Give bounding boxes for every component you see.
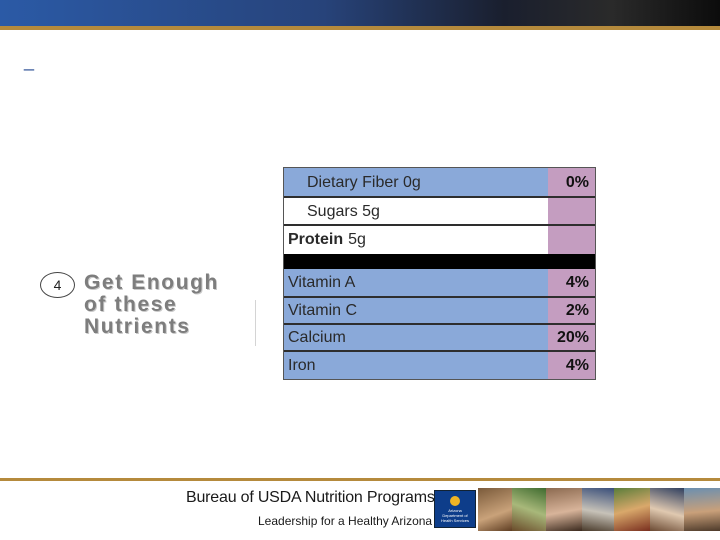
photo [614, 488, 650, 531]
logo-line-3: Health Services [440, 517, 469, 523]
sun-icon [450, 495, 460, 506]
thick-separator-bar [284, 254, 595, 269]
daily-value: 2% [548, 298, 595, 323]
nutrient-row-iron: Iron 4% [284, 352, 595, 379]
footer-gold-rule [0, 478, 720, 481]
photo [512, 488, 546, 531]
daily-value [548, 226, 595, 254]
callout-heading: Get Enough of these Nutrients [84, 272, 219, 338]
protein-label: Protein [288, 231, 344, 248]
nutrient-name: Dietary Fiber 0g [284, 168, 548, 197]
adhs-logo: Arizona Department of Health Services [434, 490, 476, 528]
nutrient-name: Sugars 5g [307, 202, 380, 220]
nutrient-name: Calcium [284, 325, 548, 350]
slide-title-placeholder: _ [24, 51, 35, 71]
row-divider [284, 224, 595, 226]
step-number-badge: 4 [40, 272, 75, 298]
step-number: 4 [53, 277, 62, 293]
photo [684, 488, 720, 531]
nutrient-row-calcium: Calcium 20% [284, 325, 595, 350]
daily-value: 20% [548, 325, 595, 350]
daily-value [548, 198, 595, 225]
row-divider [284, 296, 595, 298]
daily-value: 0% [548, 168, 595, 197]
nutrient-name: Vitamin A [284, 269, 548, 296]
daily-value: 4% [548, 269, 595, 296]
photo [650, 488, 684, 531]
nutrient-row-sugars: Sugars 5g [284, 198, 595, 225]
nutrient-row-vitamin-c: Vitamin C 2% [284, 298, 595, 323]
daily-value: 4% [548, 352, 595, 379]
nutrient-row-dietary-fiber: Dietary Fiber 0g 0% [284, 168, 595, 197]
logo-line-1: Arizona [448, 507, 462, 513]
protein-amount: 5g [348, 231, 366, 248]
logo-line-2: Department of [442, 512, 468, 518]
photo [478, 488, 512, 531]
nutrient-name: Vitamin C [284, 298, 548, 323]
footer-subtitle: Leadership for a Healthy Arizona [258, 514, 433, 528]
row-divider [284, 323, 595, 325]
row-divider [284, 350, 595, 352]
photo [546, 488, 582, 531]
callout-divider [255, 300, 256, 346]
callout-line-2: of these [84, 293, 178, 316]
photo [582, 488, 614, 531]
top-banner [0, 0, 720, 26]
footer-title: Bureau of USDA Nutrition Programs [186, 489, 435, 506]
nutrient-name: Iron [284, 352, 548, 379]
nutrition-facts-panel: Dietary Fiber 0g 0% Sugars 5g Protein 5g… [283, 167, 596, 380]
row-divider [284, 196, 595, 198]
photo-strip [478, 488, 720, 531]
nutrient-name: Protein 5g [284, 226, 548, 254]
callout-line-1: Get Enough [84, 271, 219, 294]
callout-line-3: Nutrients [84, 315, 191, 338]
top-gold-rule [0, 26, 720, 30]
nutrient-row-protein: Protein 5g [284, 226, 595, 254]
nutrient-row-vitamin-a: Vitamin A 4% [284, 269, 595, 296]
